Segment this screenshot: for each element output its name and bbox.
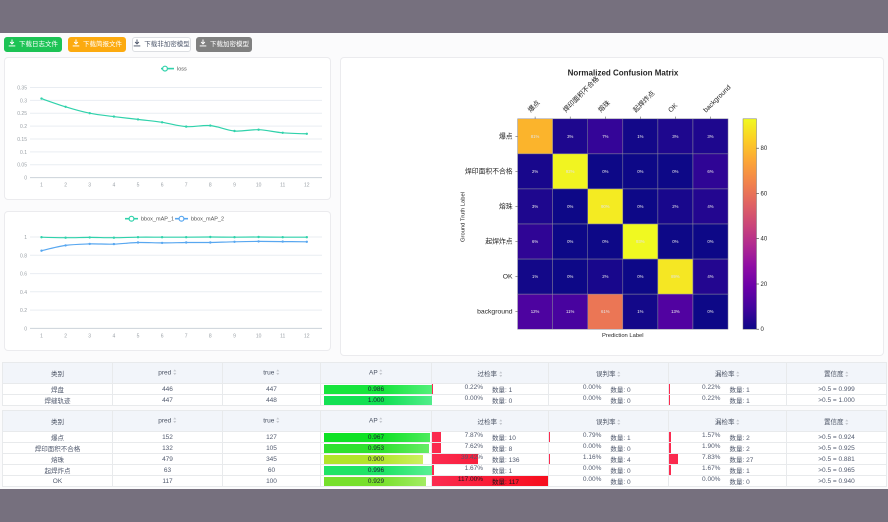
svg-text:4: 4 — [113, 333, 116, 339]
svg-text:焊印面积不合格: 焊印面积不合格 — [465, 166, 513, 175]
svg-text:background: background — [477, 309, 513, 316]
svg-text:起焊炸点: 起焊炸点 — [485, 237, 512, 246]
svg-text:0%: 0% — [637, 204, 643, 209]
svg-text:1%: 1% — [532, 274, 538, 279]
svg-text:5: 5 — [137, 333, 140, 339]
svg-text:0: 0 — [24, 176, 27, 182]
svg-text:6: 6 — [161, 183, 164, 189]
svg-text:11%: 11% — [566, 309, 574, 314]
svg-text:0%: 0% — [637, 274, 643, 279]
svg-text:12: 12 — [304, 183, 310, 189]
svg-text:80: 80 — [761, 146, 768, 152]
svg-text:0.6: 0.6 — [20, 272, 27, 278]
svg-text:Ground Truth Label: Ground Truth Label — [461, 192, 467, 242]
svg-text:3: 3 — [88, 333, 91, 339]
svg-text:熔珠: 熔珠 — [596, 98, 612, 114]
svg-text:熔珠: 熔珠 — [499, 202, 513, 211]
svg-text:0%: 0% — [567, 204, 573, 209]
svg-text:background: background — [702, 84, 732, 114]
svg-text:0.2: 0.2 — [20, 308, 27, 314]
svg-text:3%: 3% — [672, 134, 678, 139]
svg-text:1: 1 — [40, 183, 43, 189]
svg-text:Normalized Confusion Matrix: Normalized Confusion Matrix — [568, 69, 679, 78]
svg-text:13%: 13% — [671, 309, 680, 314]
svg-text:bbox_mAP_1: bbox_mAP_1 — [141, 217, 174, 223]
svg-text:0.8: 0.8 — [20, 253, 27, 259]
svg-text:0.3: 0.3 — [20, 98, 27, 104]
svg-text:11: 11 — [280, 333, 285, 339]
svg-text:0.1: 0.1 — [20, 150, 27, 156]
svg-text:起焊炸点: 起焊炸点 — [631, 88, 657, 114]
svg-text:61%: 61% — [601, 309, 610, 314]
svg-text:3%: 3% — [532, 204, 538, 209]
svg-text:0%: 0% — [602, 239, 608, 244]
svg-text:1: 1 — [40, 333, 43, 339]
svg-text:0.2: 0.2 — [20, 124, 27, 130]
svg-text:5: 5 — [137, 183, 140, 189]
svg-text:爆点: 爆点 — [526, 98, 542, 114]
svg-text:12%: 12% — [531, 309, 540, 314]
svg-text:0%: 0% — [707, 309, 713, 314]
svg-text:93%: 93% — [636, 239, 645, 244]
svg-text:6: 6 — [161, 333, 164, 339]
svg-text:90%: 90% — [601, 204, 610, 209]
svg-text:6%: 6% — [532, 239, 538, 244]
svg-text:0%: 0% — [567, 274, 573, 279]
svg-text:2%: 2% — [672, 204, 678, 209]
svg-text:2%: 2% — [532, 169, 538, 174]
svg-text:0%: 0% — [672, 169, 678, 174]
svg-text:2%: 2% — [602, 274, 608, 279]
svg-text:11: 11 — [280, 183, 285, 189]
svg-text:1%: 1% — [637, 309, 643, 314]
svg-text:2: 2 — [64, 333, 67, 339]
svg-text:3%: 3% — [567, 134, 573, 139]
svg-text:0%: 0% — [707, 239, 713, 244]
svg-text:7: 7 — [185, 333, 188, 339]
svg-text:1: 1 — [24, 235, 27, 241]
svg-text:4%: 4% — [707, 274, 713, 279]
svg-text:1%: 1% — [637, 134, 643, 139]
svg-text:2: 2 — [64, 183, 67, 189]
svg-text:0%: 0% — [672, 239, 678, 244]
svg-text:6%: 6% — [707, 169, 713, 174]
svg-text:92%: 92% — [566, 169, 575, 174]
svg-text:bbox_mAP_2: bbox_mAP_2 — [191, 217, 224, 223]
svg-text:12: 12 — [304, 333, 310, 339]
svg-text:9: 9 — [233, 183, 236, 189]
svg-text:OK: OK — [503, 274, 513, 281]
svg-text:8: 8 — [209, 333, 212, 339]
svg-text:OK: OK — [667, 102, 679, 114]
svg-text:Prediction Label: Prediction Label — [602, 333, 644, 339]
svg-text:0%: 0% — [602, 169, 608, 174]
svg-text:0%: 0% — [567, 239, 573, 244]
svg-text:0: 0 — [24, 326, 27, 332]
svg-text:0%: 0% — [637, 169, 643, 174]
svg-text:10: 10 — [256, 183, 262, 189]
svg-text:8: 8 — [209, 183, 212, 189]
svg-text:4%: 4% — [707, 204, 713, 209]
svg-text:20: 20 — [761, 282, 768, 288]
svg-text:9: 9 — [233, 333, 236, 339]
svg-text:7: 7 — [185, 183, 188, 189]
svg-text:0.35: 0.35 — [17, 86, 27, 92]
svg-text:焊印面积不合格: 焊印面积不合格 — [561, 74, 601, 114]
svg-text:89%: 89% — [671, 274, 680, 279]
svg-text:81%: 81% — [531, 134, 540, 139]
svg-text:loss: loss — [177, 67, 187, 73]
svg-text:60: 60 — [761, 192, 768, 198]
svg-text:0.4: 0.4 — [20, 290, 27, 296]
svg-text:3: 3 — [88, 183, 91, 189]
svg-text:爆点: 爆点 — [499, 131, 513, 140]
svg-text:7%: 7% — [602, 134, 608, 139]
svg-text:0.05: 0.05 — [17, 163, 27, 169]
svg-text:40: 40 — [761, 237, 768, 243]
svg-text:10: 10 — [256, 333, 262, 339]
svg-text:0.25: 0.25 — [17, 111, 27, 117]
svg-text:0: 0 — [761, 327, 765, 333]
svg-text:0.15: 0.15 — [17, 137, 27, 143]
svg-text:3%: 3% — [707, 134, 713, 139]
svg-text:4: 4 — [113, 183, 116, 189]
